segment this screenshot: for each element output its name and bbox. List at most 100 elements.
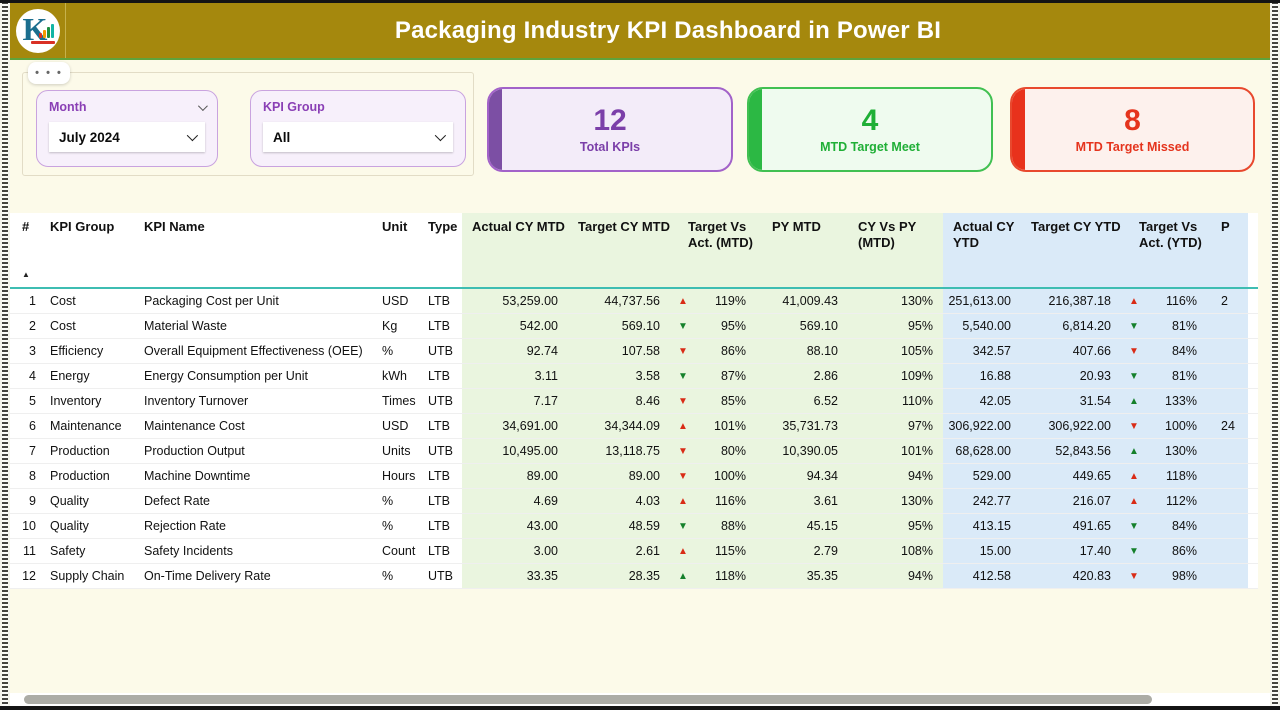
column-header-index[interactable]: # ▲: [10, 213, 40, 287]
target-vs-act-ytd-cell: ▼ 86%: [1121, 539, 1213, 563]
py-mtd-cell: 569.10: [762, 314, 848, 338]
target-vs-act-ytd-cell: ▲ 133%: [1121, 389, 1213, 413]
cy-vs-py-mtd-cell: 130%: [848, 489, 943, 513]
table-row[interactable]: 4 Energy Energy Consumption per Unit kWh LTB…: [10, 364, 1258, 389]
column-header-target-cy-ytd[interactable]: Target CY YTD: [1021, 213, 1121, 287]
target-cy-mtd-cell: 3.58: [568, 364, 670, 388]
py-mtd-cell: 2.79: [762, 539, 848, 563]
type-cell: LTB: [428, 319, 450, 333]
kpi-group-cell: Inventory: [50, 394, 102, 408]
column-header-actual-cy-mtd[interactable]: Actual CY MTD: [462, 213, 568, 287]
table-row[interactable]: 3 Efficiency Overall Equipment Effectivene…: [10, 339, 1258, 364]
total-kpis-label: Total KPIs: [579, 140, 641, 154]
horizontal-scrollbar-thumb[interactable]: [24, 695, 1152, 704]
percent-value: 118%: [714, 569, 746, 583]
actual-cy-mtd-cell: 34,691.00: [462, 414, 568, 438]
table-row[interactable]: 9 Quality Defect Rate% LTB 4.69 4.03 ▲ 116% 3.61…: [10, 489, 1258, 514]
column-header-target-vs-act-mtd[interactable]: Target Vs Act. (MTD): [670, 213, 762, 287]
kpi-group-cell: Efficiency: [50, 344, 104, 358]
actual-cy-mtd-cell: 89.00: [462, 464, 568, 488]
actual-cy-ytd-cell: 412.58: [943, 564, 1021, 588]
py-mtd-cell: 88.10: [762, 339, 848, 363]
more-options-button[interactable]: • • •: [28, 62, 70, 84]
more-options-icon: • • •: [35, 67, 63, 79]
target-cy-ytd-cell: 449.65: [1021, 464, 1121, 488]
actual-cy-ytd-cell: 15.00: [943, 539, 1021, 563]
table-header-row: # ▲ KPI Group KPI Name Unit Type Actual …: [10, 213, 1258, 287]
left-decorative-edge: [0, 0, 10, 710]
target-cy-mtd-cell: 28.35: [568, 564, 670, 588]
mtd-target-meet-card[interactable]: 4 MTD Target Meet: [747, 87, 993, 172]
column-header-kpi-group[interactable]: KPI Group: [50, 219, 115, 234]
cy-vs-py-mtd-cell: 108%: [848, 539, 943, 563]
top-border: [0, 0, 1280, 3]
row-index: 10: [22, 519, 36, 533]
mtd-target-missed-label: MTD Target Missed: [1075, 140, 1190, 154]
kpi-group-dropdown[interactable]: All: [263, 122, 453, 152]
percent-value: 100%: [714, 469, 746, 483]
py-ytd-partial-cell: [1213, 339, 1248, 363]
column-header-target-cy-mtd[interactable]: Target CY MTD: [568, 213, 670, 287]
unit-cell: Count: [382, 544, 416, 558]
unit-cell: Times: [382, 394, 416, 408]
column-header-py-ytd-partial[interactable]: P: [1213, 213, 1248, 287]
percent-value: 133%: [1165, 394, 1197, 408]
column-header-unit[interactable]: Unit: [382, 219, 408, 234]
arrow-up-icon: ▲: [1129, 445, 1139, 457]
target-vs-act-mtd-cell: ▼ 85%: [670, 389, 762, 413]
card-accent-bar: [749, 89, 762, 170]
target-vs-act-ytd-cell: ▼ 81%: [1121, 314, 1213, 338]
target-cy-ytd-cell: 407.66: [1021, 339, 1121, 363]
cy-vs-py-mtd-cell: 97%: [848, 414, 943, 438]
row-index: 8: [29, 469, 36, 483]
column-header-py-mtd[interactable]: PY MTD: [762, 213, 848, 287]
py-ytd-partial-cell: [1213, 489, 1248, 513]
target-cy-ytd-cell: 216,387.18: [1021, 289, 1121, 313]
kpi-name-cell: Production Output: [144, 444, 245, 458]
month-dropdown-value: July 2024: [59, 129, 120, 145]
py-ytd-partial-cell: 24: [1213, 414, 1248, 438]
table-row[interactable]: 7 Production Production Output Units UTB 10,4…: [10, 439, 1258, 464]
row-index: 2: [29, 319, 36, 333]
kpi-group-cell: Maintenance: [50, 419, 122, 433]
py-mtd-cell: 10,390.05: [762, 439, 848, 463]
mtd-target-missed-card[interactable]: 8 MTD Target Missed: [1010, 87, 1255, 172]
cy-vs-py-mtd-cell: 94%: [848, 564, 943, 588]
chevron-down-icon[interactable]: [197, 100, 208, 111]
chevron-down-icon: [434, 129, 447, 142]
column-header-cy-vs-py-mtd[interactable]: CY Vs PY (MTD): [848, 213, 943, 287]
column-header-target-vs-act-ytd[interactable]: Target Vs Act. (YTD): [1121, 213, 1213, 287]
py-ytd-partial-cell: [1213, 439, 1248, 463]
table-row[interactable]: 2 Cost Material Waste Kg LTB 542.00 569.10 ▼ 95%…: [10, 314, 1258, 339]
column-header-actual-cy-ytd[interactable]: Actual CY YTD: [943, 213, 1021, 287]
actual-cy-mtd-cell: 7.17: [462, 389, 568, 413]
table-row[interactable]: 12 Supply Chain On-Time Delivery Rate% UTB 3…: [10, 564, 1258, 589]
horizontal-scrollbar-track[interactable]: [10, 693, 1270, 706]
table-row[interactable]: 10 Quality Rejection Rate% LTB 43.00 48.59 ▼ 88…: [10, 514, 1258, 539]
column-header-type[interactable]: Type: [428, 219, 458, 234]
table-row[interactable]: 6 Maintenance Maintenance Cost USD LTB 34,691…: [10, 414, 1258, 439]
month-dropdown[interactable]: July 2024: [49, 122, 205, 152]
target-vs-act-ytd-cell: ▼ 84%: [1121, 339, 1213, 363]
row-index: 3: [29, 344, 36, 358]
mtd-target-meet-value: 4: [861, 104, 879, 137]
table-row[interactable]: 5 Inventory Inventory Turnover Times UTB 7.17…: [10, 389, 1258, 414]
type-cell: LTB: [428, 494, 450, 508]
cy-vs-py-mtd-cell: 95%: [848, 514, 943, 538]
kpi-name-cell: Energy Consumption per Unit: [144, 369, 308, 383]
unit-cell: USD: [382, 294, 409, 308]
table-row[interactable]: 11 Safety Safety Incidents Count LTB 3.00 2.61…: [10, 539, 1258, 564]
total-kpis-card[interactable]: 12 Total KPIs: [487, 87, 733, 172]
type-cell: LTB: [428, 519, 450, 533]
table-row[interactable]: 8 Production Machine Downtime Hours LTB 89.00…: [10, 464, 1258, 489]
mtd-target-missed-value: 8: [1124, 104, 1141, 137]
arrow-up-icon: ▲: [1129, 495, 1139, 507]
actual-cy-mtd-cell: 4.69: [462, 489, 568, 513]
percent-value: 84%: [1171, 519, 1197, 533]
target-cy-mtd-cell: 13,118.75: [568, 439, 670, 463]
table-row[interactable]: 1 Cost Packaging Cost per Unit USD LTB 53,259…: [10, 289, 1258, 314]
column-header-kpi-name[interactable]: KPI Name: [144, 219, 205, 234]
kpi-name-cell: Maintenance Cost: [144, 419, 245, 433]
actual-cy-ytd-cell: 242.77: [943, 489, 1021, 513]
kpi-name-cell: Safety Incidents: [144, 544, 233, 558]
